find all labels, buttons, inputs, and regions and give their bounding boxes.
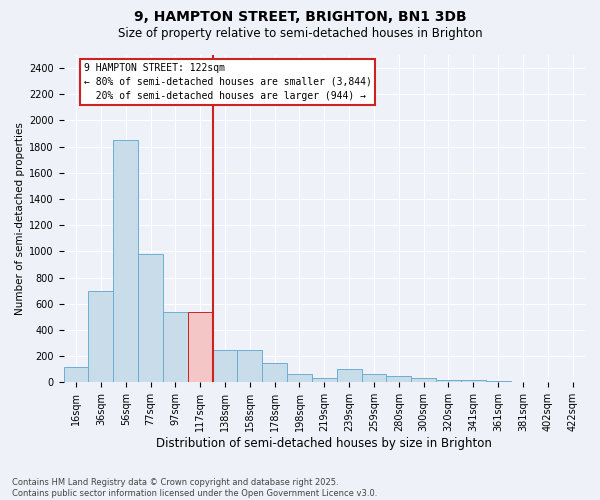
Text: 9, HAMPTON STREET, BRIGHTON, BN1 3DB: 9, HAMPTON STREET, BRIGHTON, BN1 3DB xyxy=(134,10,466,24)
Y-axis label: Number of semi-detached properties: Number of semi-detached properties xyxy=(15,122,25,315)
Bar xyxy=(163,312,188,382)
Bar xyxy=(113,140,138,382)
Text: Contains HM Land Registry data © Crown copyright and database right 2025.
Contai: Contains HM Land Registry data © Crown c… xyxy=(12,478,377,498)
Text: 9 HAMPTON STREET: 122sqm
← 80% of semi-detached houses are smaller (3,844)
  20%: 9 HAMPTON STREET: 122sqm ← 80% of semi-d… xyxy=(83,63,371,101)
Bar xyxy=(212,350,238,382)
Bar xyxy=(188,312,212,382)
Bar xyxy=(411,378,436,382)
Bar xyxy=(461,380,485,382)
Bar xyxy=(64,366,88,382)
Bar xyxy=(312,378,337,382)
Bar xyxy=(337,370,362,382)
Bar xyxy=(238,350,262,382)
Bar xyxy=(88,290,113,382)
Bar xyxy=(436,380,461,382)
Text: Size of property relative to semi-detached houses in Brighton: Size of property relative to semi-detach… xyxy=(118,28,482,40)
X-axis label: Distribution of semi-detached houses by size in Brighton: Distribution of semi-detached houses by … xyxy=(157,437,492,450)
Bar xyxy=(262,362,287,382)
Bar xyxy=(485,381,511,382)
Bar xyxy=(287,374,312,382)
Bar xyxy=(386,376,411,382)
Bar xyxy=(362,374,386,382)
Bar xyxy=(138,254,163,382)
